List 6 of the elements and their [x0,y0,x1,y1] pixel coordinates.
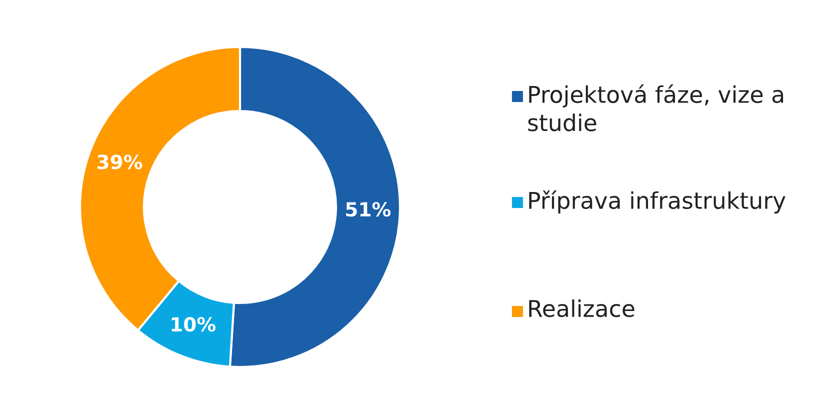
legend-label: Projektová fáze, vize a studie [528,84,784,132]
data-label: 51% [346,202,391,217]
data-label: 39% [98,154,142,170]
legend-label: Příprava infrastruktury [529,190,786,214]
legend-label: Realizace [529,299,634,318]
data-label: 10% [172,316,216,332]
